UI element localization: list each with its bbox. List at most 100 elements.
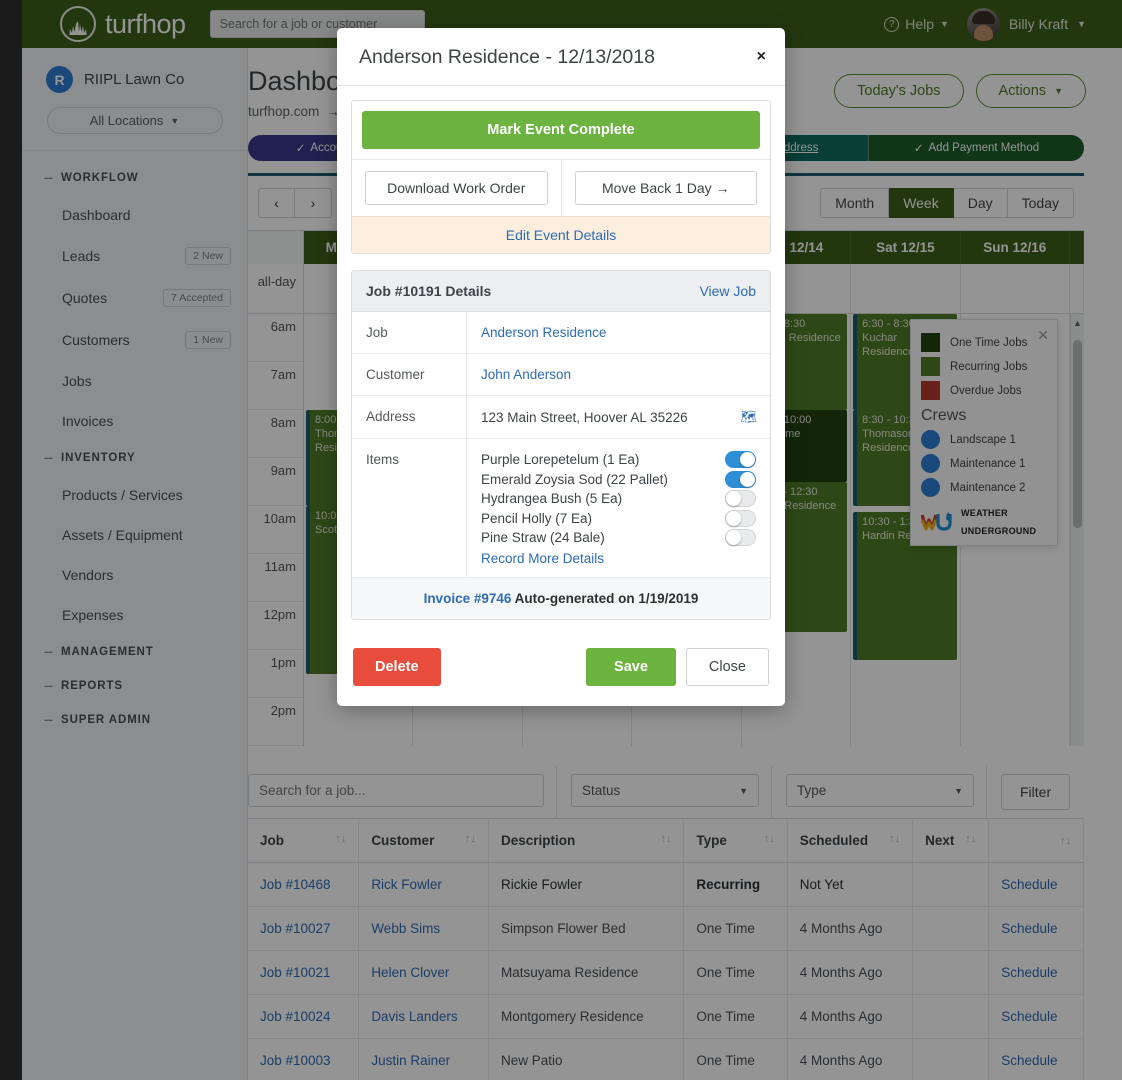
item-toggle[interactable]: [725, 509, 756, 527]
scrollbar-thumb[interactable]: [1073, 340, 1082, 528]
sidebar-item-dashboard[interactable]: Dashboard: [22, 195, 247, 235]
cell-schedule-action[interactable]: Schedule: [988, 862, 1084, 907]
cell-customer[interactable]: Justin Rainer: [358, 1038, 490, 1080]
sidebar-item-vendors[interactable]: Vendors: [22, 555, 247, 595]
table-row[interactable]: Job #10003 Justin Rainer New Patio One T…: [248, 1038, 1084, 1080]
sort-icon[interactable]: ↑↓: [889, 833, 901, 845]
sidebar-item-quotes[interactable]: Quotes 7 Accepted: [22, 277, 247, 319]
sidebar-group-management[interactable]: --- MANAGEMENT: [22, 635, 247, 669]
allday-cell[interactable]: [741, 264, 852, 314]
view-job-link[interactable]: View Job: [699, 283, 756, 299]
setup-step-add-payment[interactable]: ✓ Add Payment Method: [868, 135, 1084, 161]
help-menu[interactable]: ? Help ▼: [884, 16, 949, 32]
column-header-action[interactable]: ↑↓: [988, 818, 1084, 863]
download-work-order-button[interactable]: Download Work Order: [365, 171, 548, 205]
edit-event-details-link[interactable]: Edit Event Details: [352, 216, 770, 253]
table-row[interactable]: Job #10027 Webb Sims Simpson Flower Bed …: [248, 906, 1084, 951]
detail-value-job[interactable]: Anderson Residence: [481, 325, 607, 340]
calendar-day-column[interactable]: 6:30 - 8:30 Kuchar Residence 8:30 - 10:30 T…: [851, 314, 961, 746]
column-header-type[interactable]: Type ↑↓: [683, 818, 788, 863]
type-select[interactable]: Type ▼: [786, 774, 974, 807]
save-button[interactable]: Save: [586, 647, 676, 686]
item-toggle[interactable]: [725, 490, 756, 508]
legend-item-one-time[interactable]: One Time Jobs: [921, 333, 1047, 352]
sidebar-group-reports[interactable]: --- REPORTS: [22, 669, 247, 703]
sidebar-item-jobs[interactable]: Jobs: [22, 361, 247, 401]
sidebar-item-customers[interactable]: Customers 1 New: [22, 319, 247, 361]
mark-event-complete-button[interactable]: Mark Event Complete: [362, 111, 760, 149]
sidebar-group-inventory[interactable]: --- INVENTORY: [22, 441, 247, 475]
calendar-prev-button[interactable]: ‹: [258, 188, 295, 218]
column-header-job[interactable]: Job ↑↓: [248, 818, 360, 863]
cell-job[interactable]: Job #10003: [248, 1038, 360, 1080]
weather-underground-logo[interactable]: WEATHER UNDERGROUND: [921, 503, 1047, 539]
sort-icon[interactable]: ↑↓: [660, 833, 672, 845]
calendar-event[interactable]: 10:30 - 1:30 Hardin Residence: [853, 512, 957, 660]
legend-item-recurring[interactable]: Recurring Jobs: [921, 357, 1047, 376]
cell-schedule-action[interactable]: Schedule: [988, 1038, 1084, 1080]
calendar-next-button[interactable]: ›: [295, 188, 332, 218]
calendar-scrollbar[interactable]: ▲: [1070, 314, 1084, 746]
delete-button[interactable]: Delete: [353, 647, 441, 686]
sidebar-item-products-services[interactable]: Products / Services: [22, 475, 247, 515]
sort-icon[interactable]: ↑↓: [465, 833, 477, 845]
sort-icon[interactable]: ↑↓: [965, 833, 977, 845]
map-icon[interactable]: 🗺: [740, 409, 756, 424]
column-header-next[interactable]: Next ↑↓: [912, 818, 990, 863]
cell-job[interactable]: Job #10027: [248, 906, 360, 951]
brand-logo[interactable]: turfhop: [60, 6, 186, 42]
detail-value-customer[interactable]: John Anderson: [481, 367, 572, 382]
move-back-one-day-button[interactable]: Move Back 1 Day →: [574, 171, 757, 205]
filter-button[interactable]: Filter: [1001, 774, 1071, 810]
cell-job[interactable]: Job #10024: [248, 994, 360, 1039]
sidebar-item-expenses[interactable]: Expenses: [22, 595, 247, 635]
sort-icon[interactable]: ↑↓: [763, 833, 775, 845]
breadcrumb-site[interactable]: turfhop.com: [248, 104, 320, 119]
item-toggle[interactable]: [725, 529, 756, 547]
cell-customer[interactable]: Rick Fowler: [358, 862, 490, 907]
sort-icon[interactable]: ↑↓: [1060, 834, 1071, 847]
calendar-view-today[interactable]: Today: [1007, 188, 1074, 218]
sort-icon[interactable]: ↑↓: [335, 833, 347, 845]
actions-button[interactable]: Actions ▼: [975, 74, 1086, 108]
calendar-view-day[interactable]: Day: [953, 188, 1008, 218]
calendar-view-week[interactable]: Week: [889, 188, 954, 218]
close-button[interactable]: Close: [685, 647, 769, 686]
legend-crew-landscape-1[interactable]: Landscape 1: [921, 430, 1047, 449]
cell-schedule-action[interactable]: Schedule: [988, 994, 1084, 1039]
column-header-description[interactable]: Description ↑↓: [488, 818, 685, 863]
item-toggle[interactable]: [725, 470, 756, 488]
legend-crew-maintenance-1[interactable]: Maintenance 1: [921, 454, 1047, 473]
organization-header[interactable]: R RIIPL Lawn Co: [22, 48, 247, 93]
table-row[interactable]: Job #10024 Davis Landers Montgomery Resi…: [248, 994, 1084, 1039]
legend-item-overdue[interactable]: Overdue Jobs: [921, 381, 1047, 400]
legend-crew-maintenance-2[interactable]: Maintenance 2: [921, 478, 1047, 497]
column-header-scheduled[interactable]: Scheduled ↑↓: [787, 818, 914, 863]
table-row[interactable]: Job #10021 Helen Clover Matsuyama Reside…: [248, 950, 1084, 995]
item-toggle[interactable]: [725, 451, 756, 469]
status-select[interactable]: Status ▼: [571, 774, 759, 807]
todays-jobs-button[interactable]: Today's Jobs: [834, 74, 964, 108]
cell-schedule-action[interactable]: Schedule: [988, 906, 1084, 951]
cell-customer[interactable]: Helen Clover: [358, 950, 490, 995]
allday-cell[interactable]: [960, 264, 1070, 314]
calendar-view-month[interactable]: Month: [820, 188, 890, 218]
user-menu[interactable]: Billy Kraft ▼: [966, 7, 1086, 41]
table-row[interactable]: Job #10468 Rick Fowler Rickie Fowler Rec…: [248, 862, 1084, 907]
close-icon[interactable]: ✕: [1037, 327, 1049, 343]
allday-cell[interactable]: [851, 264, 961, 314]
cell-job[interactable]: Job #10468: [248, 862, 360, 907]
cell-customer[interactable]: Webb Sims: [358, 906, 490, 951]
sidebar-item-leads[interactable]: Leads 2 New: [22, 235, 247, 277]
cell-job[interactable]: Job #10021: [248, 950, 360, 995]
close-icon[interactable]: ×: [756, 48, 766, 65]
sidebar-item-assets-equipment[interactable]: Assets / Equipment: [22, 515, 247, 555]
record-more-details-link[interactable]: Record More Details: [481, 550, 605, 566]
invoice-link[interactable]: Invoice #9746: [423, 590, 512, 606]
sidebar-item-invoices[interactable]: Invoices: [22, 401, 247, 441]
sidebar-group-workflow[interactable]: --- WORKFLOW: [22, 161, 247, 195]
cell-schedule-action[interactable]: Schedule: [988, 950, 1084, 995]
scroll-up-arrow-icon[interactable]: ▲: [1073, 318, 1082, 328]
column-header-customer[interactable]: Customer ↑↓: [358, 818, 490, 863]
job-search-input[interactable]: [248, 774, 544, 807]
